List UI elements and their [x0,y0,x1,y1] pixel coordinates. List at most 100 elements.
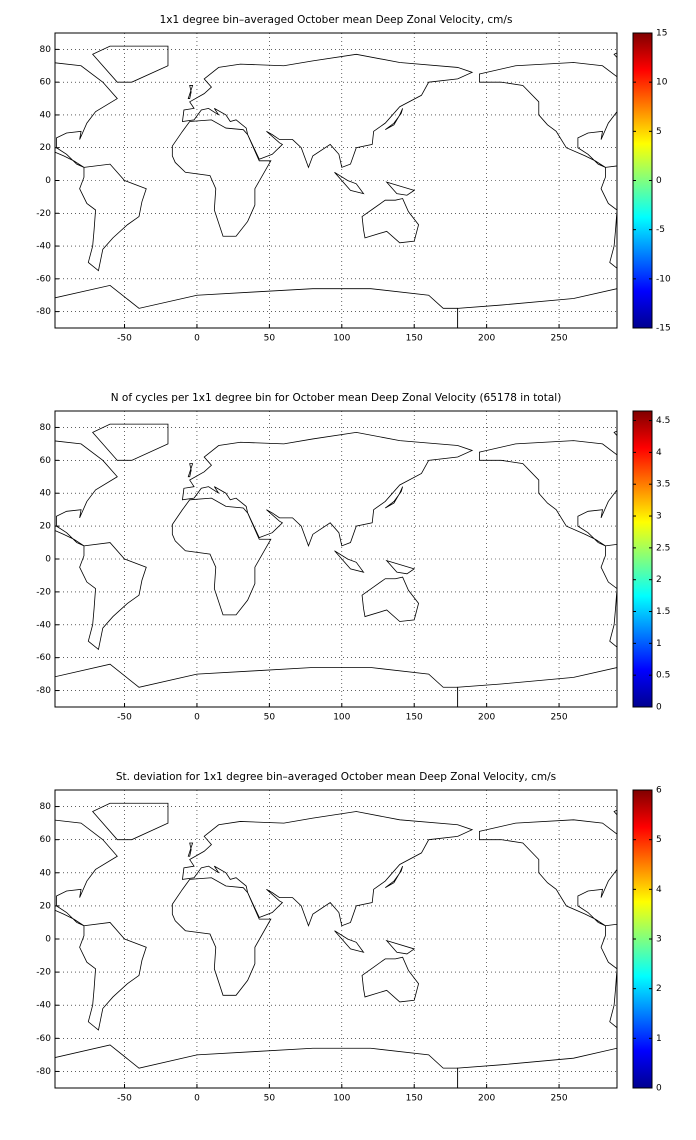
colorbar [633,411,652,707]
coastline [55,440,118,547]
coastline [79,163,147,272]
x-tick-label: 50 [264,1094,276,1104]
colorbar-tick-label: 3 [656,935,662,945]
y-tick-label: -60 [36,653,51,663]
chart-title: St. deviation for 1x1 degree bin–average… [116,771,556,783]
colorbar-tick-label: 6 [656,786,662,796]
coastline [182,431,474,547]
coastline [385,486,404,509]
coastline [92,45,169,83]
colorbar [633,33,652,328]
y-tick-label: -20 [36,587,51,597]
y-tick-label: -60 [36,274,51,284]
y-tick-label: 40 [40,868,52,878]
coastline [79,922,147,1031]
chart-title: 1x1 degree bin–averaged October mean Dee… [160,14,513,26]
x-tick-label: 50 [264,334,276,344]
y-tick-label: 80 [40,45,52,55]
coastline [92,423,169,461]
coastline [385,559,416,575]
coastline [613,52,617,59]
y-tick-label: 20 [40,522,52,532]
coastline [182,53,474,169]
colorbar-tick-label: 15 [656,29,667,39]
axes-frame [54,410,618,708]
coastline [613,430,617,437]
coastline [600,165,617,269]
x-tick-label: 100 [333,334,350,344]
colorbar-tick-label: 2 [656,575,662,585]
colorbar-tick-label: 0 [656,703,662,713]
x-tick-label: 100 [333,713,350,723]
coastline [55,663,459,707]
coastline [187,463,194,478]
y-tick-label: 80 [40,423,52,433]
y-tick-label: 20 [40,901,52,911]
x-tick-label: 50 [264,713,276,723]
coastline [187,842,194,857]
colorbar-tick-label: 5 [656,127,662,137]
coastline [55,284,459,328]
colorbar-frame [632,32,653,329]
y-tick-label: 80 [40,802,52,812]
coastline [361,956,419,1003]
colorbar-tick-label: 4 [656,448,662,458]
coastline [334,550,365,573]
x-tick-label: 250 [550,713,567,723]
coastline [457,288,617,328]
coastline [385,865,404,889]
y-tick-label: 40 [40,489,52,499]
coastline [171,119,272,237]
coastline [55,62,118,168]
map-panel: N of cycles per 1x1 degree bin for Octob… [36,392,670,723]
y-tick-label: 60 [40,78,52,88]
coastline [457,667,617,707]
coastline [182,811,474,927]
y-tick-label: 0 [45,935,51,945]
coastline [600,543,617,648]
colorbar-tick-label: 0 [656,176,662,186]
coastlines [55,802,617,1088]
y-tick-label: 20 [40,143,52,153]
coastline [361,198,419,244]
y-tick-label: -40 [36,242,51,252]
y-tick-label: -20 [36,968,51,978]
coastline [55,1044,459,1088]
y-tick-label: -80 [36,1067,51,1077]
coastline [92,802,169,841]
colorbar-tick-label: 1 [656,639,662,649]
colorbar-tick-label: -10 [656,274,671,284]
colorbar-tick-label: 3 [656,512,662,522]
coastline [334,171,365,195]
coastline [361,576,419,622]
x-tick-label: -50 [117,334,132,344]
coastlines [55,423,617,707]
x-tick-label: 200 [478,334,495,344]
y-tick-label: 60 [40,456,52,466]
y-tick-label: 0 [45,555,51,565]
coastline [600,923,617,1029]
x-tick-label: 0 [194,713,200,723]
colorbar-frame [632,410,653,708]
colorbar-tick-label: 4.5 [656,416,670,426]
axes-frame [54,789,618,1089]
coastline [478,62,617,168]
colorbar-tick-label: 2 [656,984,662,994]
y-tick-label: -60 [36,1034,51,1044]
coastline [613,809,617,816]
y-tick-label: 40 [40,110,52,120]
colorbar-tick-label: 4 [656,885,662,895]
colorbar-tick-label: -15 [656,324,671,334]
map-panel: St. deviation for 1x1 degree bin–average… [36,771,662,1104]
x-tick-label: -50 [117,1094,132,1104]
colorbar-tick-label: 1 [656,1034,662,1044]
y-tick-label: -80 [36,686,51,696]
x-tick-label: 250 [550,1094,567,1104]
x-tick-label: 150 [406,713,423,723]
coastline [457,1047,617,1088]
coastline [55,819,118,927]
colorbar-tick-label: -5 [656,225,665,235]
colorbar-tick-label: 1.5 [656,607,670,617]
x-tick-label: 150 [406,334,423,344]
